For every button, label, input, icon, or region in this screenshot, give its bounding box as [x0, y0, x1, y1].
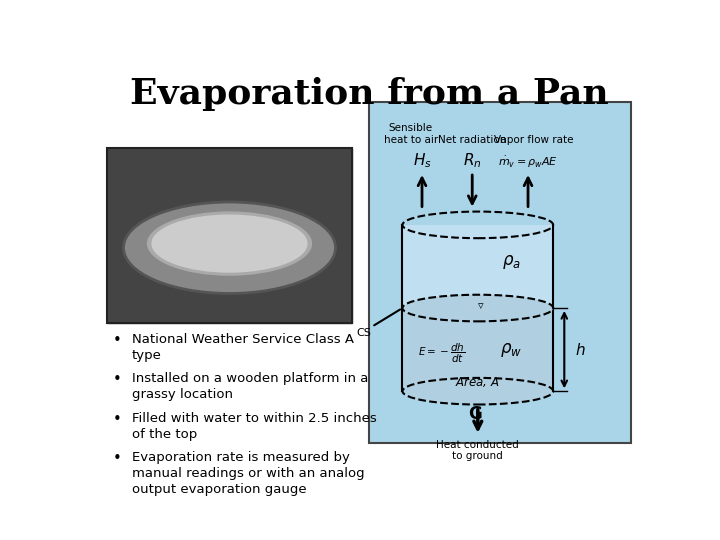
Text: Installed on a wooden platform in a
grassy location: Installed on a wooden platform in a gras…	[132, 373, 368, 402]
Ellipse shape	[151, 214, 307, 273]
Text: CS: CS	[356, 328, 371, 338]
Text: Net radiation: Net radiation	[438, 135, 506, 145]
Text: $\dot{m}_v = \rho_w AE$: $\dot{m}_v = \rho_w AE$	[498, 154, 558, 170]
Text: $H_s$: $H_s$	[413, 151, 431, 170]
Text: $\rho_w$: $\rho_w$	[500, 341, 522, 359]
Bar	[402, 308, 553, 391]
Text: $E = -\dfrac{dh}{dt}$: $E = -\dfrac{dh}{dt}$	[418, 342, 465, 366]
Text: Filled with water to within 2.5 inches
of the top: Filled with water to within 2.5 inches o…	[132, 412, 377, 441]
Text: National Weather Service Class A
type: National Weather Service Class A type	[132, 333, 354, 362]
Text: Heat conducted
to ground: Heat conducted to ground	[436, 440, 519, 462]
Bar	[402, 225, 553, 308]
Text: •: •	[112, 333, 121, 348]
Text: •: •	[112, 451, 121, 467]
Text: Evaporation rate is measured by
manual readings or with an analog
output evapora: Evaporation rate is measured by manual r…	[132, 451, 364, 496]
Text: •: •	[112, 412, 121, 427]
FancyBboxPatch shape	[369, 102, 631, 443]
Text: $\rho_a$: $\rho_a$	[502, 253, 521, 271]
Text: Evaporation from a Pan: Evaporation from a Pan	[130, 77, 608, 111]
Bar	[107, 148, 352, 322]
Text: $R_n$: $R_n$	[463, 151, 482, 170]
Text: $\mathbf{G}$: $\mathbf{G}$	[468, 404, 482, 422]
Text: $\triangledown$: $\triangledown$	[477, 301, 485, 312]
Ellipse shape	[402, 378, 553, 404]
Ellipse shape	[124, 202, 336, 294]
Bar	[107, 148, 352, 322]
Ellipse shape	[145, 210, 313, 277]
Text: $h$: $h$	[575, 342, 586, 357]
Text: •: •	[112, 373, 121, 388]
Text: Vapor flow rate: Vapor flow rate	[494, 135, 573, 145]
Ellipse shape	[402, 295, 553, 321]
Text: Sensible
heat to air: Sensible heat to air	[384, 124, 438, 145]
Text: Area, $A$: Area, $A$	[456, 375, 500, 389]
